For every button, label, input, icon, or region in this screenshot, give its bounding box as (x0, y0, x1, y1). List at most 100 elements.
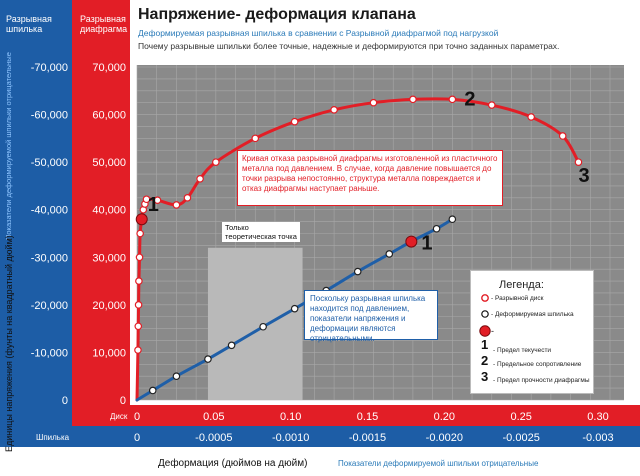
pin-point (172, 372, 181, 381)
pin-point (259, 322, 267, 331)
disc-failure-callout: Кривая отказа разрывной диафрагмы изгото… (237, 150, 503, 206)
legend-disc: - Разрывной диск (491, 295, 544, 302)
legend-markers (479, 294, 491, 337)
pin-x-ticks: 0 -0.0005 -0.0010 -0.0015 -0.0020 -0.0025 -0.0… (134, 432, 614, 444)
pin-point (290, 304, 299, 313)
x-axis-note: Показатели деформируемой шпильки отрицат… (338, 459, 539, 468)
disc-x-tick-label: 0.15 (357, 411, 378, 423)
disc-point (183, 194, 192, 202)
disc-y-tick-label: 40,000 (92, 205, 126, 217)
disc-axis-band (72, 0, 130, 476)
disc-point (135, 277, 143, 285)
legend-disc-marker (481, 294, 489, 302)
disc-point (153, 196, 162, 205)
disc-point (448, 95, 457, 104)
legend-num-3: 3 (481, 369, 489, 384)
legend-yield: - Предел текучести (493, 347, 552, 354)
x-axis-title: Деформация (дюймов на дюйм) (158, 458, 308, 469)
pin-x-tick-label: -0.0010 (272, 432, 309, 444)
pin-row-label: Шпилька (36, 433, 70, 442)
key-point-label: 1 (148, 194, 159, 216)
disc-point (134, 301, 143, 309)
pin-y-tick-label: -20,000 (31, 300, 68, 312)
disc-row-label: Диск (110, 412, 128, 421)
legend-num-1: 1 (481, 337, 489, 352)
disc-x-ticks: 0 0.05 0.10 0.15 0.20 0.25 0.30 (134, 411, 609, 423)
header-pin-label: Разрывная шпилька (6, 14, 52, 34)
pin-point (448, 215, 457, 224)
disc-y-tick-label: 20,000 (92, 300, 126, 312)
legend-pin-marker (481, 310, 489, 318)
pin-y-tick-label: -30,000 (31, 252, 68, 264)
pin-point (353, 267, 362, 276)
disc-point (136, 229, 144, 238)
disc-y-tick-label: 60,000 (92, 110, 126, 122)
disc-point (196, 174, 204, 183)
pin-x-tick-label: -0.0015 (349, 432, 386, 444)
disc-x-tick-label: 0 (134, 411, 140, 423)
legend-ultimate: - Предельное сопротивление (493, 361, 582, 368)
disc-point (330, 106, 338, 114)
disc-y-tick-label: 30,000 (92, 252, 126, 264)
legend-burst: - Предел прочности диафрагмы (493, 377, 590, 384)
legend-title: Легенда: (499, 279, 544, 291)
legend-red-dot: - (491, 326, 494, 336)
disc-y-tick-label: 70,000 (92, 62, 126, 74)
key-point-marker (135, 213, 148, 226)
disc-x-tick-label: 0.20 (434, 411, 455, 423)
pin-compression-callout: Поскольку разрывная шпилька находится по… (304, 290, 438, 343)
disc-point (487, 101, 496, 109)
pin-x-tick-label: -0.0020 (426, 432, 463, 444)
disc-y-tick-label: 0 (120, 395, 126, 407)
pin-y-tick-label: -70,000 (31, 62, 68, 74)
pin-x-tick-label: 0 (134, 432, 140, 444)
key-point-marker (405, 235, 418, 248)
header-disc-label: Разрывная диафрагма (80, 14, 128, 34)
disc-point (558, 132, 567, 140)
pin-y-tick-label: -40,000 (31, 205, 68, 217)
pin-y-tick-label: 0 (62, 395, 68, 407)
pin-x-tick-label: -0.003 (582, 432, 613, 444)
pin-point (227, 341, 236, 350)
chart-title: Напряжение- деформация клапана (138, 6, 416, 23)
disc-x-tick-label: 0.10 (280, 411, 301, 423)
pin-x-axis-band (0, 426, 640, 447)
pin-x-tick-label: -0.0005 (195, 432, 232, 444)
disc-point (527, 113, 535, 121)
disc-point (134, 346, 142, 354)
legend-key-marker (479, 325, 491, 337)
key-points: 1 1 2 3 (135, 88, 590, 255)
pin-y-ticks: 0 -10,000 -20,000 -30,000 -40,000 -50,000 -60,… (31, 62, 68, 407)
disc-point (135, 253, 144, 262)
key-point-label: 3 (578, 165, 589, 187)
disc-point (369, 98, 378, 107)
pin-point (148, 386, 157, 395)
disc-point (142, 195, 151, 204)
disc-point (290, 117, 299, 126)
disc-point (134, 322, 143, 331)
legend-num-2: 2 (481, 353, 489, 368)
disc-point (574, 158, 583, 166)
key-point-label: 2 (464, 88, 475, 110)
legend: Легенда: - Разрывной диск - Деформируема… (470, 270, 594, 394)
disc-point (251, 134, 260, 143)
pin-axis-band (0, 0, 72, 476)
chart-subtitle-2: Почему разрывные шпильки более точные, н… (138, 41, 560, 51)
key-point-label: 1 (421, 233, 432, 255)
disc-x-tick-label: 0.25 (510, 411, 531, 423)
pin-y-tick-label: -50,000 (31, 157, 68, 169)
disc-x-tick-label: 0.05 (203, 411, 224, 423)
disc-x-tick-label: 0.30 (587, 411, 608, 423)
pin-y-tick-label: -10,000 (31, 347, 68, 359)
disc-point (212, 158, 220, 166)
disc-y-tick-label: 50,000 (92, 157, 126, 169)
chart-subtitle: Деформируемая разрывная шпилька в сравне… (138, 28, 499, 38)
disc-x-axis-band (72, 405, 640, 426)
series-layer (134, 95, 583, 402)
pin-point (385, 250, 394, 258)
pin-point (432, 224, 441, 233)
legend-pin: - Деформируемая шпилька (491, 311, 574, 318)
disc-y-tick-label: 10,000 (92, 347, 126, 359)
